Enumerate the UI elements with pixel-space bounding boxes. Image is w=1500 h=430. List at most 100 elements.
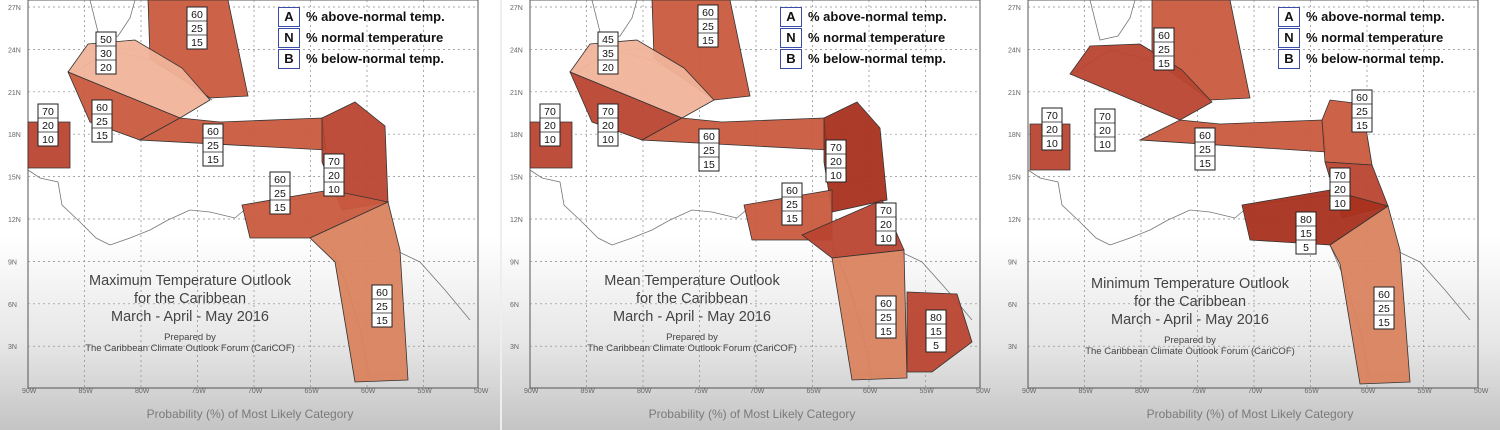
legend-key-n: N <box>1278 27 1300 48</box>
title-line-1: Minimum Temperature Outlook <box>1091 276 1289 292</box>
prob-box-hispaniola-pr: 60 25 15 <box>1194 127 1216 171</box>
prob-below: 10 <box>602 134 614 146</box>
prob-box-frame <box>269 171 291 215</box>
prob-box-frame <box>1194 127 1216 171</box>
prob-box-hispaniola-pr: 60 25 15 <box>202 123 224 167</box>
legend-key-n: N <box>780 27 802 48</box>
prob-above: 60 <box>207 126 219 138</box>
prob-normal: 35 <box>602 48 614 60</box>
prob-box-cuba: 70 20 10 <box>1094 108 1116 152</box>
coast-path <box>89 0 136 41</box>
grid <box>1027 0 1479 389</box>
lon-label: 50W <box>474 388 489 395</box>
lat-label: 24N <box>1008 47 1021 54</box>
prob-normal: 20 <box>830 156 842 168</box>
map-frame <box>529 0 981 389</box>
prob-normal: 25 <box>1356 106 1368 118</box>
prob-above: 60 <box>274 174 286 186</box>
legend-row-below: B % below-normal temp. <box>1278 48 1478 69</box>
prob-above: 80 <box>1300 214 1312 226</box>
prepared-by: Prepared by <box>1164 335 1216 346</box>
lat-label: 9N <box>8 259 17 266</box>
prob-below: 15 <box>376 315 388 327</box>
lon-label: 90W <box>524 388 539 395</box>
prob-normal: 25 <box>702 21 714 33</box>
prob-box-frame <box>825 139 847 183</box>
lon-label: 80W <box>135 388 150 395</box>
prob-normal: 25 <box>191 23 203 35</box>
prob-above: 60 <box>703 131 715 143</box>
prob-normal: 20 <box>602 120 614 132</box>
region-hispaniola-pr <box>1138 119 1327 153</box>
lon-label: 60W <box>863 388 878 395</box>
lat-label: 6N <box>8 302 17 309</box>
lon-label: 55W <box>920 388 935 395</box>
lon-label: 55W <box>1418 388 1433 395</box>
title-line-1: Mean Temperature Outlook <box>604 273 780 289</box>
lon-label: 65W <box>1305 388 1320 395</box>
title-line-2: for the Caribbean <box>635 291 749 307</box>
prepared-org: The Caribbean Climate Outlook Forum (Car… <box>1085 346 1295 357</box>
prob-above: 60 <box>376 287 388 299</box>
prob-below: 10 <box>328 184 340 196</box>
prob-box-frame <box>875 202 897 246</box>
lon-label: 80W <box>1135 388 1150 395</box>
prob-below: 15 <box>191 37 203 49</box>
prob-above: 70 <box>1046 110 1058 122</box>
prob-above: 70 <box>544 106 556 118</box>
prob-normal: 25 <box>376 301 388 313</box>
prob-normal: 25 <box>274 188 286 200</box>
prob-box-frame <box>1351 89 1373 133</box>
lon-label: 90W <box>22 388 37 395</box>
prob-below: 15 <box>96 130 108 142</box>
prob-normal: 30 <box>100 48 112 60</box>
legend-key-b: B <box>278 48 300 69</box>
lat-label: 18N <box>8 132 21 139</box>
legend: A % above-normal temp. N % normal temper… <box>780 6 980 69</box>
title-line-2: for the Caribbean <box>133 291 247 307</box>
legend-row-normal: N % normal temperature <box>1278 27 1478 48</box>
legend-text-below: % below-normal temp. <box>808 51 946 66</box>
coast-path <box>1027 169 1111 246</box>
prepared-org: The Caribbean Climate Outlook Forum (Car… <box>587 343 797 354</box>
prob-box-leeward-islands-north: 60 25 15 <box>1351 89 1373 133</box>
prob-above: 60 <box>1199 130 1211 142</box>
prob-above: 70 <box>1099 111 1111 123</box>
prob-box-belize: 70 20 10 <box>37 103 59 147</box>
lat-label: 12N <box>510 217 523 224</box>
prepared-by: Prepared by <box>164 332 216 343</box>
prob-box-frame <box>1373 286 1395 330</box>
prob-above: 60 <box>702 7 714 19</box>
lon-label: 65W <box>305 388 320 395</box>
lat-label: 6N <box>510 302 519 309</box>
prob-normal: 25 <box>703 145 715 157</box>
coast-path <box>591 0 638 41</box>
map-frame <box>1027 0 1479 389</box>
prob-box-belize: 70 20 10 <box>539 103 561 147</box>
legend-row-above: A % above-normal temp. <box>278 6 478 27</box>
legend: A % above-normal temp. N % normal temper… <box>1278 6 1478 69</box>
prob-above: 60 <box>1378 289 1390 301</box>
lon-label: 85W <box>79 388 94 395</box>
map-panel-minimum: 60 25 15 70 20 10 70 20 10 60 25 15 60 25 15 70 20 10 80 15… <box>1000 0 1500 430</box>
legend-text-normal: % normal temperature <box>306 30 444 45</box>
title-line-3: March - April - May 2016 <box>1111 312 1269 328</box>
prob-normal: 20 <box>880 219 892 231</box>
prob-above: 70 <box>42 106 54 118</box>
prob-box-venezuela-coast: 60 25 15 <box>781 182 803 226</box>
prob-box-frame <box>1041 107 1063 151</box>
region-leeward-islands <box>823 101 888 213</box>
prob-below: 15 <box>786 213 798 225</box>
prepared-org: The Caribbean Climate Outlook Forum (Car… <box>85 343 295 354</box>
prob-normal: 25 <box>207 140 219 152</box>
prob-below: 5 <box>933 340 939 352</box>
prob-below: 10 <box>1046 138 1058 150</box>
prob-normal: 20 <box>42 120 54 132</box>
lat-label: 3N <box>1008 344 1017 351</box>
prob-box-trinidad-guyana: 70 20 10 <box>875 202 897 246</box>
legend-row-above: A % above-normal temp. <box>1278 6 1478 27</box>
map-frame <box>27 0 479 389</box>
prob-normal: 25 <box>880 312 892 324</box>
lon-label: 50W <box>976 388 991 395</box>
